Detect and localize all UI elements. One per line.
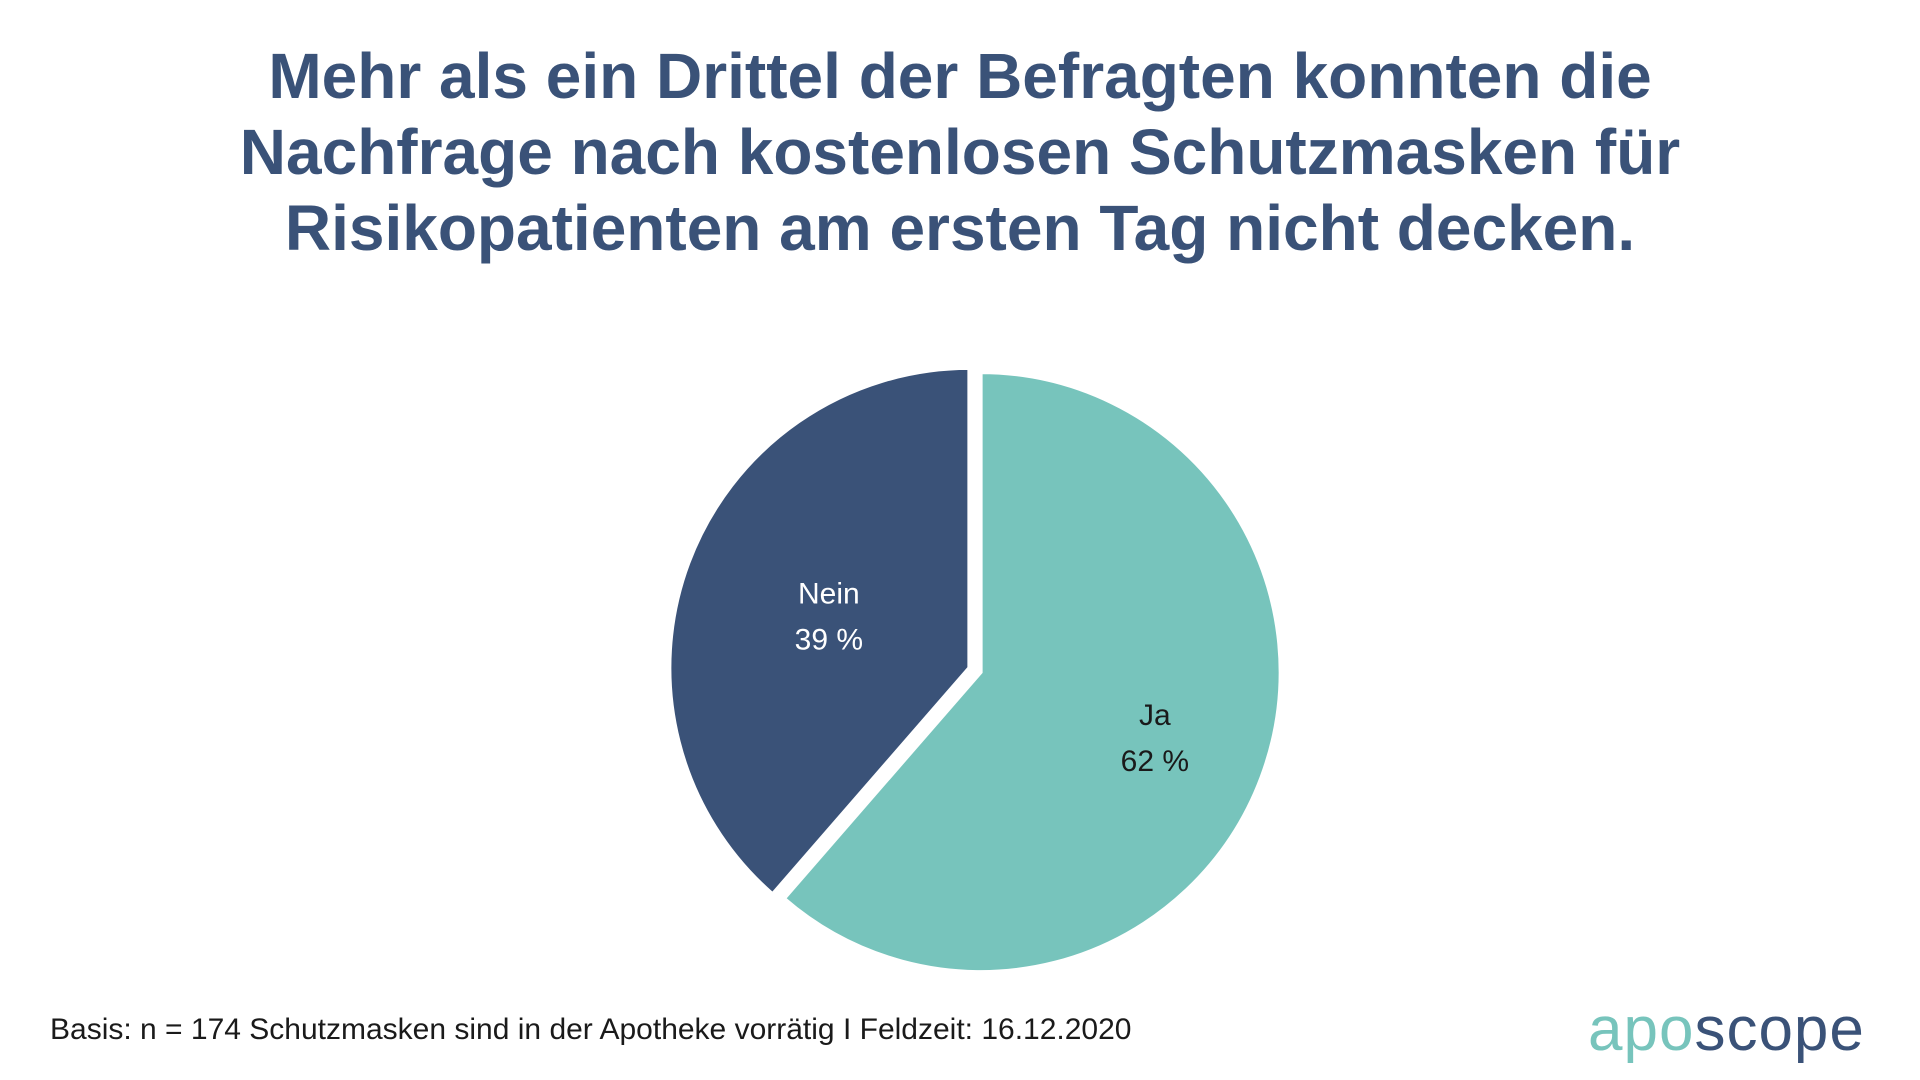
aposcope-logo: aposcope [1588,994,1865,1065]
pie-label-ja-value: 62 % [1121,745,1189,778]
chart-title-line-1: Mehr als ein Drittel der Befragten konnt… [268,40,1652,112]
chart-title: Mehr als ein Drittel der Befragten konnt… [60,38,1860,266]
logo-part-scope: scope [1694,995,1865,1064]
pie-label-nein-name: Nein [798,577,860,610]
footnote: Basis: n = 174 Schutzmasken sind in der … [50,1013,1132,1046]
pie-slice-nein [667,365,972,898]
logo-part-apo: apo [1588,995,1695,1064]
chart-title-line-2: Nachfrage nach kostenlosen Schutzmasken … [239,116,1681,188]
chart-title-line-3: Risikopatienten am ersten Tag nicht deck… [284,192,1636,264]
pie-label-nein-value: 39 % [795,623,863,656]
pie-slice-ja [781,370,1283,975]
pie-label-ja-name: Ja [1139,699,1171,732]
pie-slices [667,365,1283,975]
pie-labels: Ja 62 % Nein 39 % [795,577,1189,778]
